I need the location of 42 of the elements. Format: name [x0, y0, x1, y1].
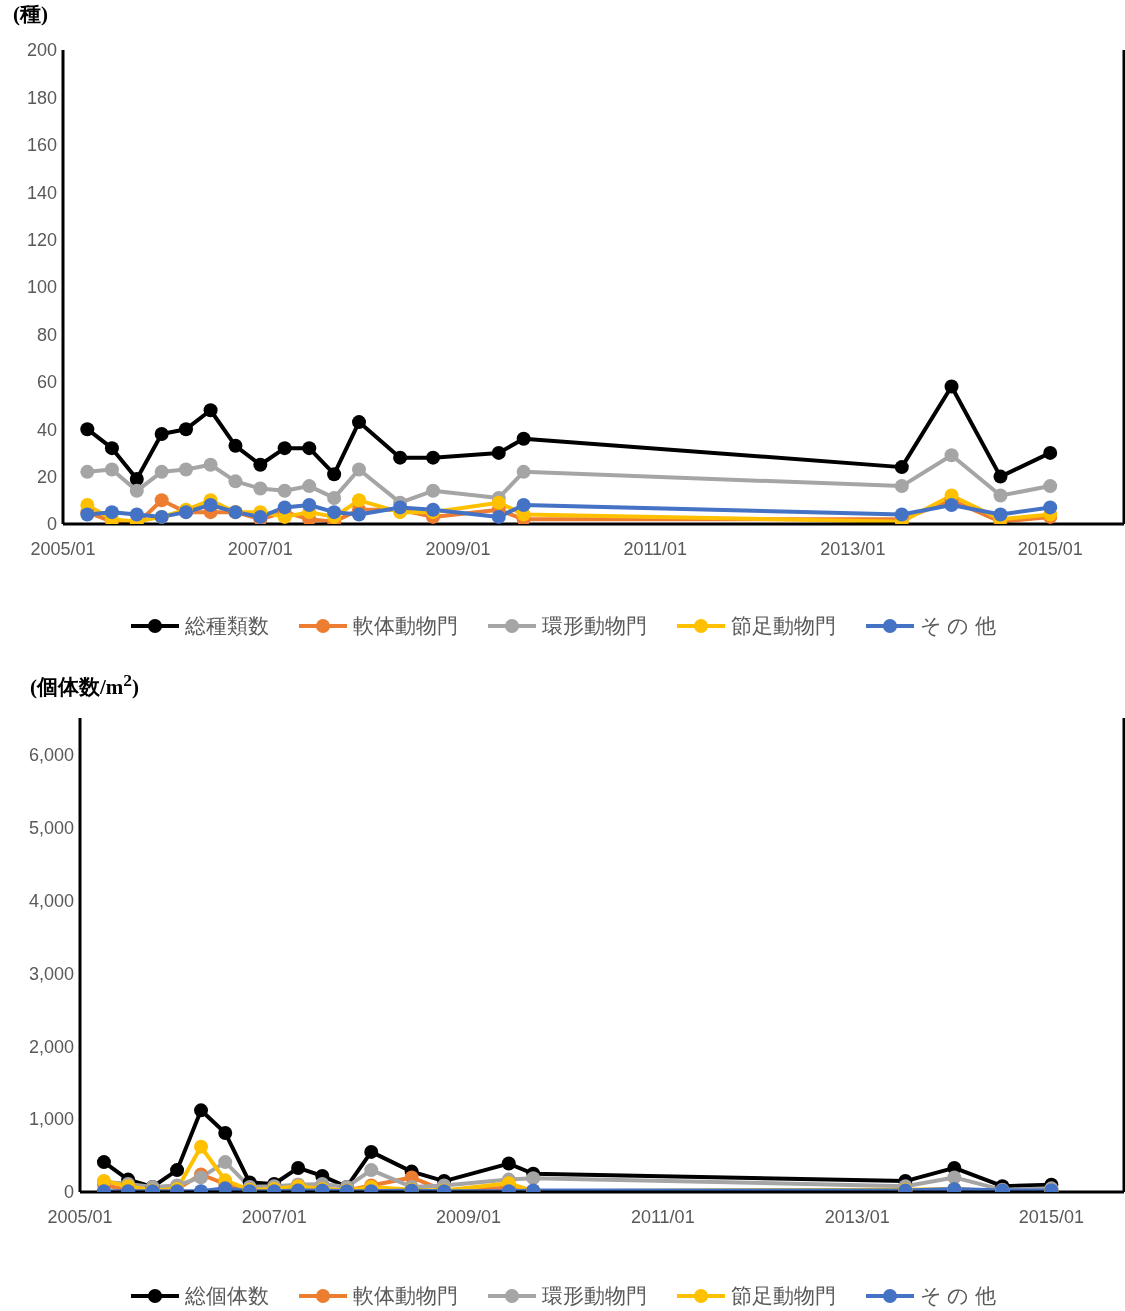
y-tick-label: 1,000 [28, 1109, 74, 1130]
x-tick-label: 2011/01 [623, 538, 688, 559]
legend-label: 軟体動物門 [352, 1283, 458, 1309]
y-tick-label: 20 [36, 466, 57, 487]
x-tick-label: 2009/01 [436, 1206, 502, 1227]
x-tick-label: 2013/01 [824, 1206, 890, 1227]
legend-label: 軟体動物門 [352, 613, 458, 639]
y-tick-label: 2,000 [28, 1036, 74, 1057]
x-tick-label: 2005/01 [30, 538, 96, 559]
y-tick-label: 40 [36, 419, 57, 440]
y-tick-label: 3,000 [28, 963, 74, 984]
legend-label: そ の 他 [919, 613, 997, 639]
legend-label: 総種類数 [184, 613, 269, 639]
y-tick-label: 100 [26, 277, 57, 298]
x-tick-label: 2013/01 [820, 538, 886, 559]
legend-label: そ の 他 [919, 1283, 997, 1309]
y-tick-label: 60 [36, 372, 57, 393]
y-tick-label: 0 [63, 1182, 74, 1203]
legend-label: 環形動物門 [541, 1283, 647, 1309]
y-axis-title: (種) [13, 1, 48, 28]
y-tick-label: 160 [26, 135, 57, 156]
y-axis-title: (個体数/m$^{2}$) [30, 670, 140, 701]
x-tick-label: 2011/01 [630, 1206, 695, 1227]
legend-label: 節足動物門 [730, 1283, 836, 1309]
y-tick-label: 80 [36, 324, 57, 345]
y-tick-label: 140 [26, 182, 57, 203]
x-tick-label: 2015/01 [1018, 1206, 1084, 1227]
legend-label: 節足動物門 [730, 613, 836, 639]
y-tick-label: 200 [26, 40, 57, 61]
y-tick-label: 5,000 [28, 817, 74, 838]
x-tick-label: 2007/01 [241, 1206, 307, 1227]
y-tick-label: 6,000 [28, 744, 74, 765]
x-tick-label: 2009/01 [425, 538, 491, 559]
x-tick-label: 2005/01 [47, 1206, 113, 1227]
y-tick-label: 180 [26, 87, 57, 108]
x-tick-label: 2015/01 [1017, 538, 1083, 559]
legend-label: 総個体数 [184, 1283, 269, 1309]
x-tick-label: 2007/01 [227, 538, 293, 559]
y-tick-label: 0 [46, 514, 57, 535]
legend-label: 環形動物門 [541, 613, 647, 639]
y-tick-label: 4,000 [28, 890, 74, 911]
y-tick-label: 120 [26, 229, 57, 250]
